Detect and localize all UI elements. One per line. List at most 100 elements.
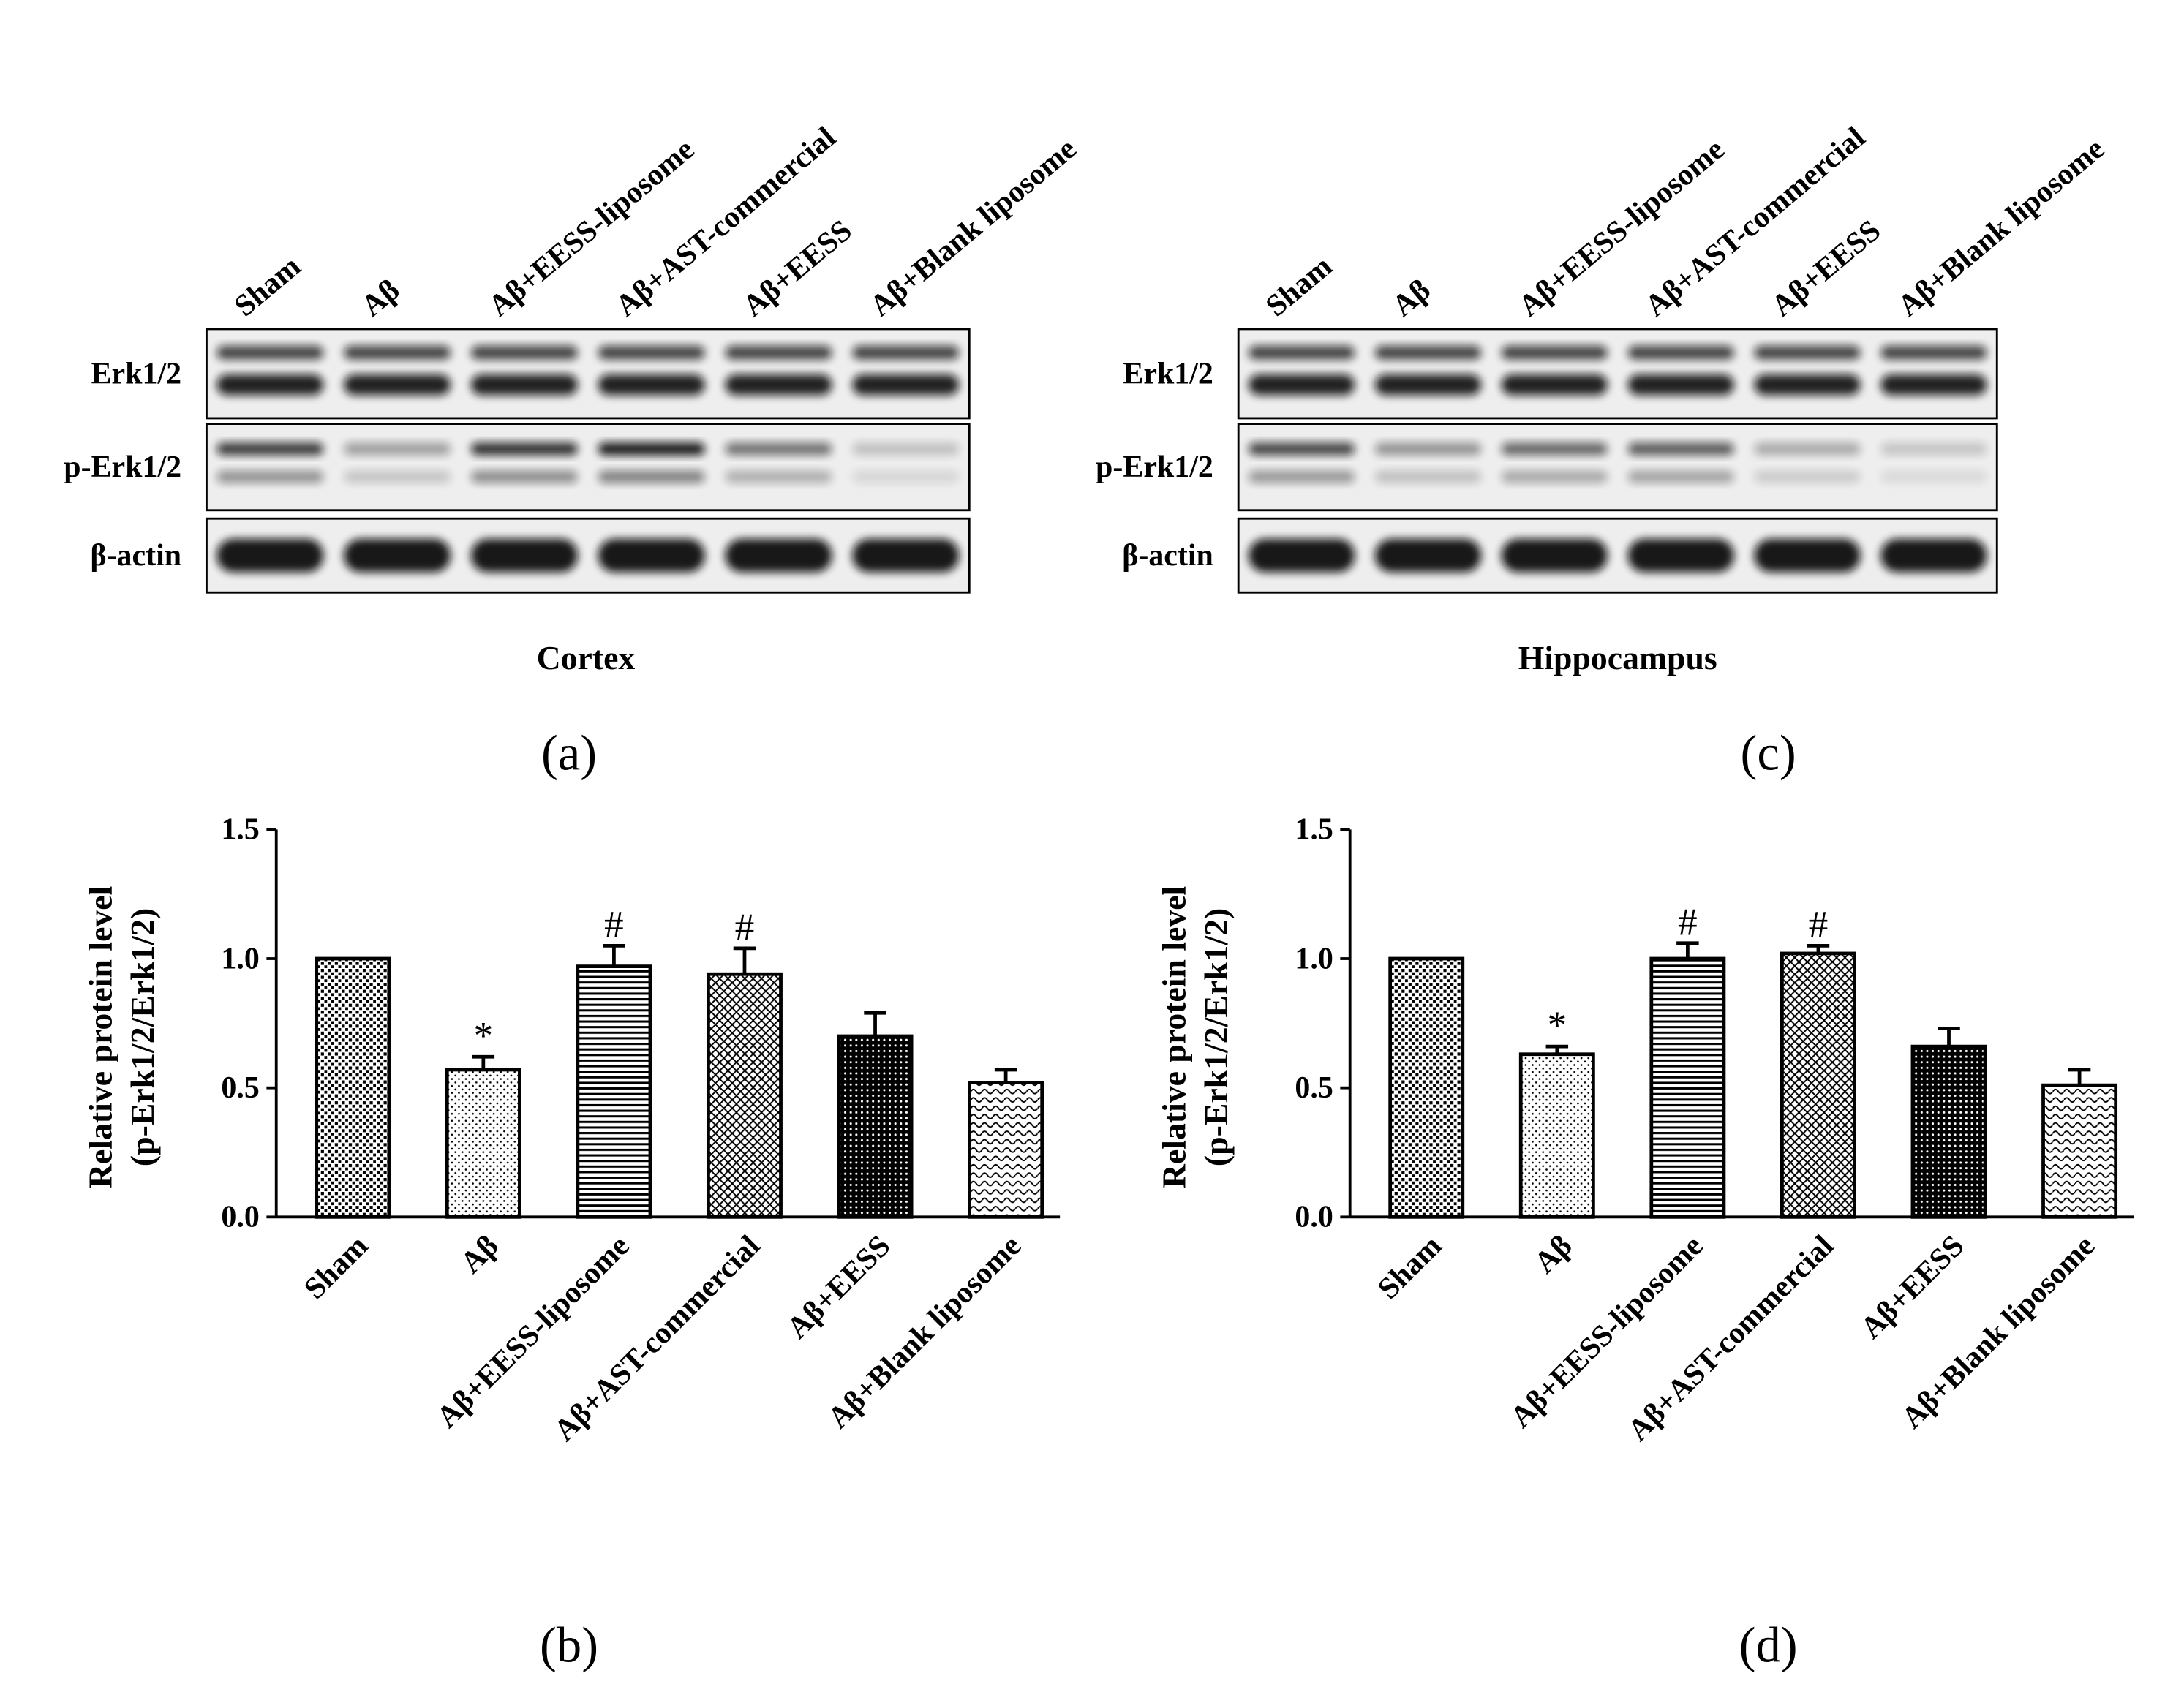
blot-frame: [205, 423, 971, 512]
band: [725, 470, 832, 483]
band: [470, 442, 578, 456]
bar: [315, 956, 391, 1219]
bar: [968, 1081, 1044, 1219]
lane-label: Sham: [1259, 249, 1338, 323]
blot-frame: [205, 517, 971, 594]
y-tick-label: 1.0: [221, 942, 259, 975]
band: [1501, 538, 1608, 573]
bar: [707, 972, 783, 1219]
x-tick-label: Aβ+EESS: [1854, 1229, 1970, 1345]
band: [1880, 345, 1987, 360]
band: [1501, 470, 1608, 483]
lane-label: Aβ+Blank liposome: [1891, 132, 2111, 324]
panel-label: (a): [541, 725, 597, 780]
lane-label: Aβ+EESS: [1766, 214, 1888, 323]
band: [1754, 538, 1861, 573]
band: [1374, 374, 1482, 396]
band: [1754, 442, 1861, 456]
band: [1627, 345, 1734, 360]
band: [216, 345, 324, 360]
band: [1374, 470, 1482, 483]
blot-frame: [1237, 423, 1998, 512]
x-tick-label: Aβ: [1528, 1229, 1579, 1280]
band: [1249, 374, 1355, 396]
band: [1754, 470, 1861, 483]
row-label: Erk1/2: [1123, 357, 1213, 390]
band: [1754, 345, 1861, 360]
lane-label: Sham: [228, 249, 307, 323]
blot-frame: [1237, 517, 1998, 594]
band: [1627, 470, 1734, 483]
band: [1880, 470, 1987, 483]
band: [1249, 470, 1355, 483]
band: [344, 470, 451, 483]
bar: [1649, 956, 1726, 1219]
y-tick-label: 1.5: [221, 813, 259, 847]
blot-caption: Cortex: [537, 639, 636, 676]
bar: [1518, 1052, 1595, 1219]
y-axis-label: Relative protein level: [82, 886, 119, 1188]
band: [470, 538, 578, 573]
band: [216, 374, 324, 396]
band: [344, 442, 451, 456]
band: [852, 538, 960, 573]
band: [1249, 442, 1355, 456]
band: [598, 470, 705, 483]
band: [1880, 442, 1987, 456]
band: [1627, 442, 1734, 456]
lane-label: Aβ: [355, 273, 407, 323]
significance-marker: *: [1547, 1003, 1567, 1047]
y-tick-label: 1.5: [1295, 813, 1333, 847]
band: [725, 345, 832, 360]
row-label: p-Erk1/2: [64, 450, 181, 484]
significance-marker: #: [735, 905, 755, 948]
y-tick-label: 0.0: [1295, 1201, 1333, 1234]
band: [216, 538, 324, 573]
bar: [1910, 1044, 1987, 1219]
band: [852, 374, 960, 396]
band: [1249, 538, 1355, 573]
band: [598, 345, 705, 360]
bar: [1388, 956, 1465, 1219]
band: [725, 442, 832, 456]
band: [1501, 374, 1608, 396]
band: [1880, 538, 1987, 573]
y-axis-label: Relative protein level: [1156, 886, 1193, 1188]
lane-label: Aβ+Blank liposome: [864, 132, 1083, 324]
band: [1501, 442, 1608, 456]
band: [1374, 442, 1482, 456]
y-axis-label: (p-Erk1/2/Erk1/2): [1197, 908, 1235, 1166]
x-tick-label: Aβ: [454, 1229, 505, 1280]
significance-marker: #: [1809, 902, 1829, 946]
band: [1374, 538, 1482, 573]
row-label: β-actin: [90, 539, 181, 573]
bar: [576, 964, 652, 1219]
band: [598, 374, 705, 396]
bar: [1780, 951, 1856, 1219]
lane-label: Aβ+EESS-liposome: [1513, 132, 1731, 323]
y-axis-label: (p-Erk1/2/Erk1/2): [124, 908, 161, 1166]
lane-label: Aβ: [1386, 273, 1437, 323]
lane-label: Aβ+EESS: [737, 214, 859, 323]
lane-label: Aβ+AST-commercial: [1639, 121, 1872, 323]
bar: [2041, 1083, 2118, 1219]
band: [344, 345, 451, 360]
row-label: β-actin: [1122, 539, 1213, 573]
band: [1627, 374, 1734, 396]
band: [344, 374, 451, 396]
band: [216, 442, 324, 456]
panel-label: (c): [1741, 725, 1796, 780]
x-tick-label: Sham: [1371, 1229, 1448, 1306]
y-tick-label: 0.5: [221, 1071, 259, 1105]
x-tick-label: Aβ+EESS: [780, 1229, 897, 1345]
y-tick-label: 0.5: [1295, 1071, 1333, 1105]
band: [470, 345, 578, 360]
band: [725, 538, 832, 573]
band: [852, 442, 960, 456]
band: [1374, 345, 1482, 360]
band: [344, 538, 451, 573]
row-label: Erk1/2: [91, 357, 182, 390]
x-tick-label: Sham: [298, 1229, 374, 1306]
band: [1249, 345, 1355, 360]
lane-label: Aβ+EESS-liposome: [482, 132, 701, 323]
